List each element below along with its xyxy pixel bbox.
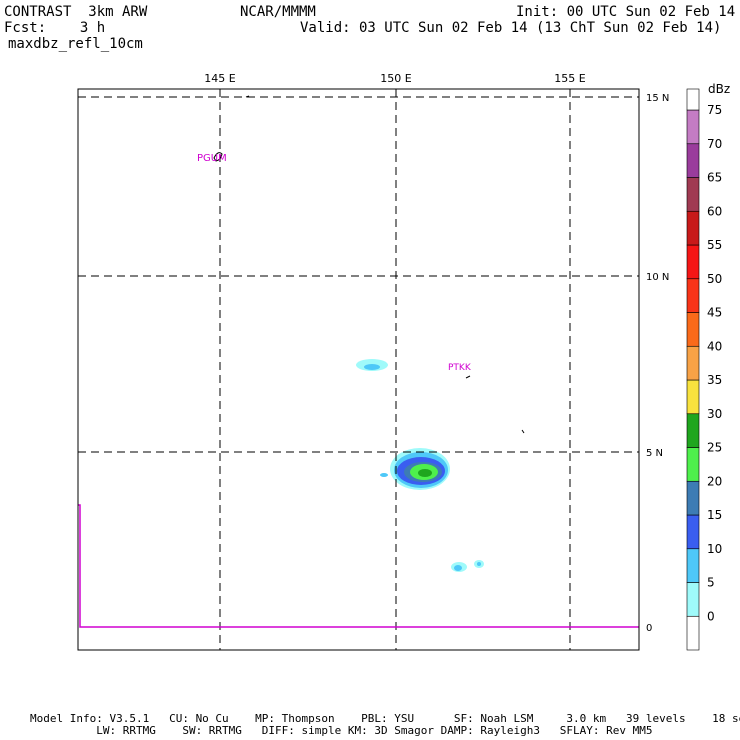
colorbar-swatch: [686, 109, 700, 145]
lat-label: 10 N: [646, 272, 669, 283]
map-boundary: [78, 504, 639, 628]
station-ptkk: PTKK: [448, 363, 472, 373]
colorbar-swatch: [686, 177, 700, 212]
colorbar-swatch: [686, 143, 700, 178]
colorbar-level-label: 30: [707, 407, 722, 421]
colorbar-cap: [686, 88, 700, 111]
colorbar-level-label: 0: [707, 609, 715, 623]
colorbar-level-label: 50: [707, 272, 722, 286]
colorbar-swatch: [686, 480, 700, 516]
reflectivity-echoes: [356, 359, 484, 572]
lon-label: 150 E: [380, 72, 411, 85]
colorbar-swatch: [686, 210, 700, 246]
colorbar-swatch: [686, 312, 700, 347]
colorbar-level-label: 20: [707, 474, 722, 488]
colorbar-level-label: 70: [707, 137, 722, 151]
model-info-line2: LW: RRTMG SW: RRTMG DIFF: simple KM: 3D …: [30, 724, 653, 737]
field-name: maxdbz_refl_10cm: [8, 36, 143, 52]
valid-time: Valid: 03 UTC Sun 02 Feb 14 (13 ChT Sun …: [300, 20, 722, 36]
colorbar-swatch: [686, 278, 700, 313]
colorbar-level-label: 60: [707, 204, 722, 218]
colorbar-unit: dBz: [708, 82, 730, 96]
graticule: [78, 89, 639, 650]
colorbar-swatch: [686, 582, 700, 617]
colorbar-level-label: 25: [707, 441, 722, 455]
model-info-line1: Model Info: V3.5.1 CU: No Cu MP: Thompso…: [30, 712, 740, 725]
colorbar-swatch: [686, 447, 700, 482]
lat-label: 15 N: [646, 93, 669, 104]
map-frame: [77, 88, 640, 651]
colorbar-level-label: 75: [707, 103, 722, 117]
colorbar-swatch: [686, 615, 700, 651]
init-time: Init: 00 UTC Sun 02 Feb 14: [516, 4, 736, 20]
lat-label: 5 N: [646, 448, 663, 459]
colorbar-level-label: 10: [707, 542, 722, 556]
colorbar-swatch: [686, 379, 700, 415]
colorbar-level-label: 65: [707, 171, 722, 185]
colorbar-level-label: 35: [707, 373, 722, 387]
colorbar-swatch: [686, 514, 700, 550]
colorbar-swatch: [686, 413, 700, 448]
colorbar-swatch: [686, 345, 700, 381]
station-pgum: PGUM: [197, 153, 227, 164]
colorbar-level-label: 40: [707, 339, 722, 353]
organization: NCAR/MMMM: [240, 4, 316, 20]
colorbar-level-label: 15: [707, 508, 722, 522]
model-title: CONTRAST 3km ARW: [4, 4, 148, 20]
lat-label: 0: [646, 623, 652, 634]
colorbar-swatch: [686, 548, 700, 583]
colorbar-level-label: 55: [707, 238, 722, 252]
lon-label: 155 E: [554, 72, 585, 85]
colorbar: 0 5 10 15 20 25 30 35 40 45 50 55 60 65 70 75: [686, 88, 722, 651]
colorbar-swatch: [686, 244, 700, 280]
colorbar-level-label: 45: [707, 306, 722, 320]
coastlines: [213, 95, 525, 434]
colorbar-level-label: 5: [707, 576, 715, 590]
lon-label: 145 E: [204, 72, 235, 85]
forecast-hour: Fcst: 3 h: [4, 20, 106, 36]
